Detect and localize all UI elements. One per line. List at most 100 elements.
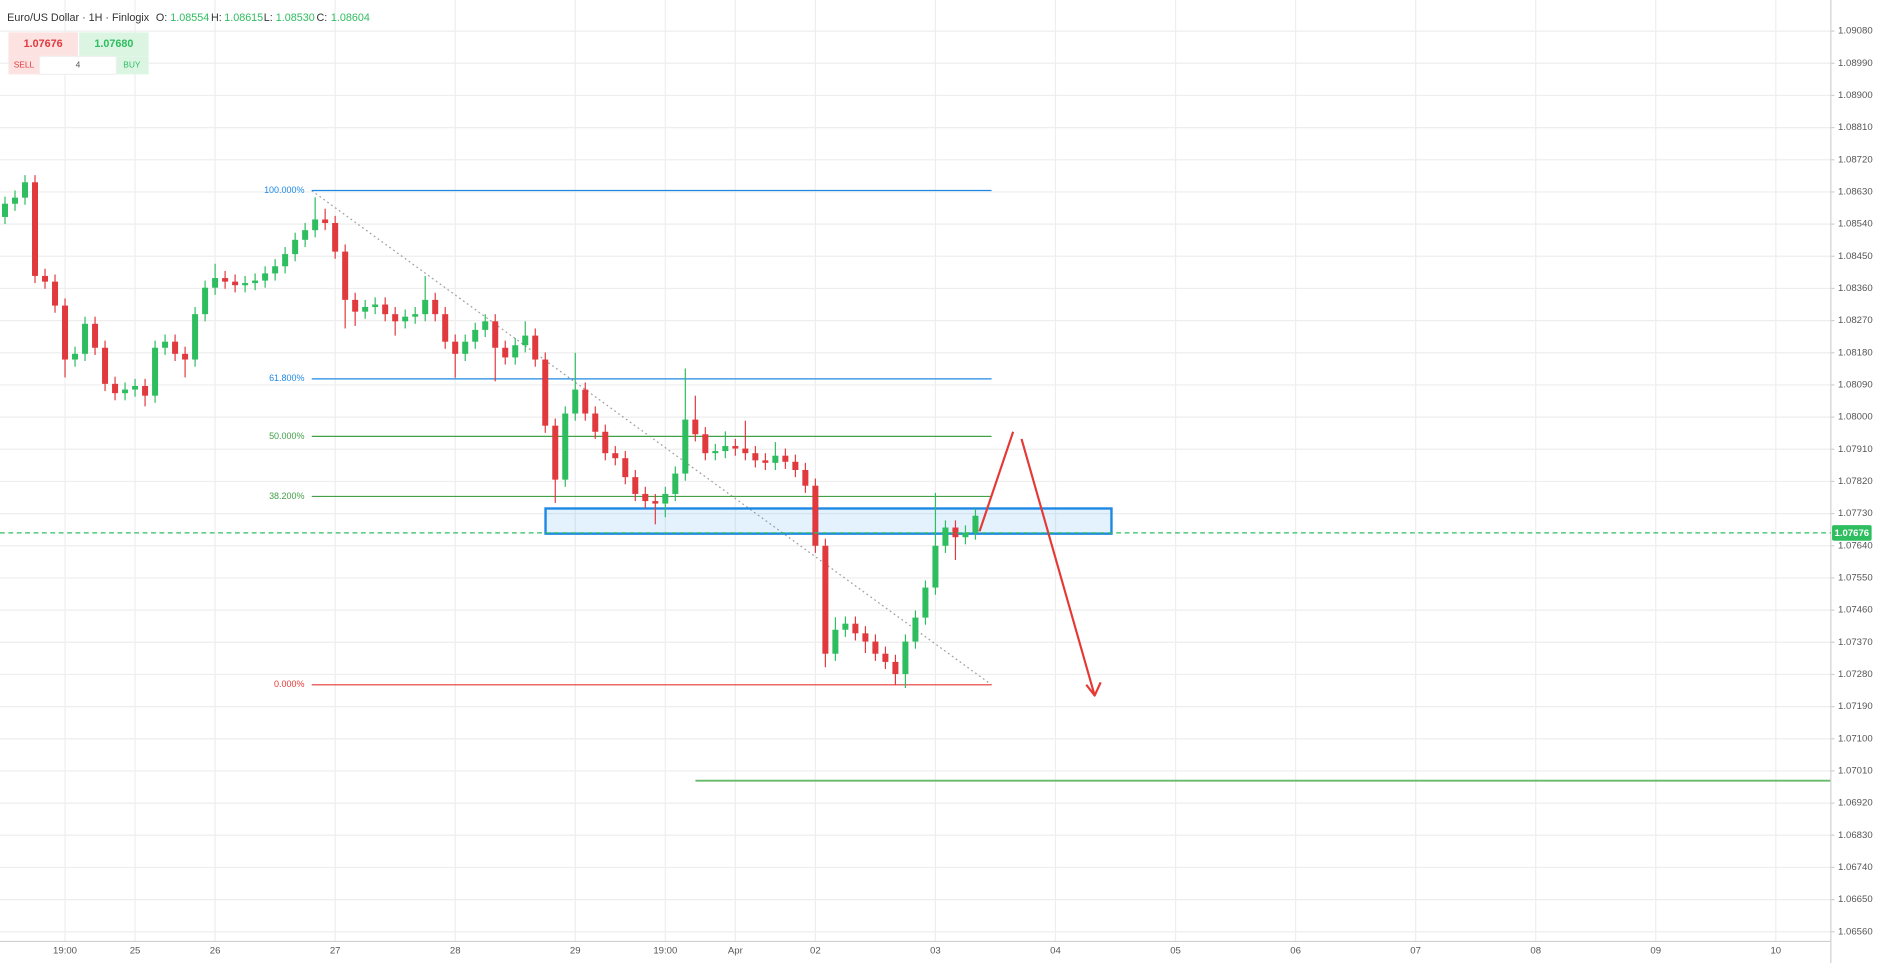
candle-body [322, 219, 329, 224]
candle-body [792, 461, 799, 470]
candle-body [212, 278, 219, 288]
y-tick-label: 1.08540 [1838, 219, 1873, 230]
candle-body [132, 386, 139, 390]
forecast-arrow [978, 431, 1102, 697]
candle-body [742, 448, 749, 454]
y-tick-label: 1.08180 [1838, 347, 1873, 358]
y-tick-label: 1.07190 [1838, 701, 1873, 712]
y-tick-label: 1.07910 [1838, 444, 1873, 455]
sell-price[interactable]: 1.07676 [24, 38, 63, 50]
candle-body [812, 485, 819, 546]
fib-level-label: 100.000% [264, 185, 304, 195]
candle-body [942, 527, 949, 546]
fib-level-label: 0.000% [274, 679, 304, 689]
fib-level-label: 50.000% [269, 431, 304, 441]
candle-body [582, 389, 589, 414]
candle-body [492, 321, 499, 348]
candle-body [542, 359, 549, 426]
fib-level-label: 61.800% [269, 373, 304, 383]
y-tick-label: 1.08360 [1838, 283, 1873, 294]
buy-price[interactable]: 1.07680 [94, 38, 133, 50]
candle-body [892, 661, 899, 675]
candle-body [452, 341, 459, 354]
x-tick-label: 25 [130, 946, 141, 957]
sell-label-box[interactable] [8, 56, 40, 75]
x-tick-label: 04 [1050, 946, 1061, 957]
candle-body [182, 353, 189, 360]
x-tick-label: 26 [210, 946, 221, 957]
buy-label[interactable]: BUY [123, 60, 141, 70]
candle-body [682, 419, 689, 474]
candle-body [532, 335, 539, 360]
candle-body [32, 182, 39, 276]
x-tick-label: Apr [728, 946, 744, 957]
candle-body [472, 329, 479, 342]
y-tick-label: 1.08000 [1838, 412, 1873, 423]
candle-body [302, 230, 309, 240]
y-tick-label: 1.06740 [1838, 862, 1873, 873]
candle-body [362, 307, 369, 312]
candle-body [22, 182, 29, 198]
y-tick-label: 1.07730 [1838, 508, 1873, 519]
y-tick-label: 1.08810 [1838, 122, 1873, 133]
candle-body [712, 451, 719, 454]
candle-body [832, 629, 839, 654]
sell-button[interactable]: 1.07676 SELL [8, 32, 78, 75]
quantity[interactable]: 4 [76, 60, 81, 70]
y-tick-label: 1.08900 [1838, 90, 1873, 101]
candle-body [232, 281, 239, 286]
candle-body [122, 389, 129, 394]
y-tick-label: 1.08720 [1838, 154, 1873, 165]
ohlc-label: O: [156, 12, 167, 24]
ohlc-value: 1.08604 [331, 12, 370, 24]
sell-label[interactable]: SELL [14, 60, 35, 70]
candle-body [702, 434, 709, 454]
candle-body [142, 386, 149, 396]
candle-body [342, 251, 349, 300]
buy-price-box[interactable] [79, 32, 149, 57]
candle-body [572, 389, 579, 414]
candle-body [292, 239, 299, 255]
candle-body [522, 335, 529, 346]
y-tick-label: 1.08990 [1838, 58, 1873, 69]
candle-body [772, 455, 779, 463]
y-tick-label: 1.07550 [1838, 572, 1873, 583]
candle-body [502, 347, 509, 358]
candle-body [52, 281, 59, 306]
candle-body [462, 341, 469, 354]
quantity-field[interactable] [38, 55, 117, 75]
buy-label-box[interactable] [116, 56, 149, 75]
candle-body [152, 347, 159, 396]
candle-body [762, 460, 769, 463]
instrument-title: Euro/US Dollar · 1H · Finlogix [7, 12, 150, 24]
current-price-badge [1832, 525, 1872, 541]
header: Euro/US Dollar · 1H · Finlogix O: 1.0855… [7, 12, 370, 24]
candle-body [412, 314, 419, 317]
candle-body [932, 545, 939, 588]
candle-body [672, 473, 679, 494]
candle-body [62, 305, 69, 360]
candle-body [252, 280, 259, 284]
candle-body [972, 515, 979, 533]
candle-body [842, 623, 849, 630]
fibonacci: 100.000% 61.800% 50.000% 38.200% 0.000% [264, 185, 992, 689]
x-tick-label: 06 [1290, 946, 1301, 957]
candle-body [422, 299, 429, 315]
candle-body [912, 617, 919, 642]
buy-button[interactable]: 1.07680 BUY [79, 32, 149, 75]
fib-level-label: 38.200% [269, 491, 304, 501]
candle-body [662, 493, 669, 504]
candle-body [872, 641, 879, 654]
current-price-label: 1.07676 [1835, 528, 1870, 539]
y-tick-label: 1.07640 [1838, 540, 1873, 551]
candle-body [732, 446, 739, 449]
candle-body [852, 623, 859, 634]
sell-price-box[interactable] [8, 32, 78, 57]
candle-body [382, 304, 389, 315]
x-tick-label: 10 [1770, 946, 1781, 957]
candle-body [782, 455, 789, 462]
y-tick-label: 1.06650 [1838, 894, 1873, 905]
candle-body [562, 413, 569, 480]
candle-body [352, 299, 359, 312]
